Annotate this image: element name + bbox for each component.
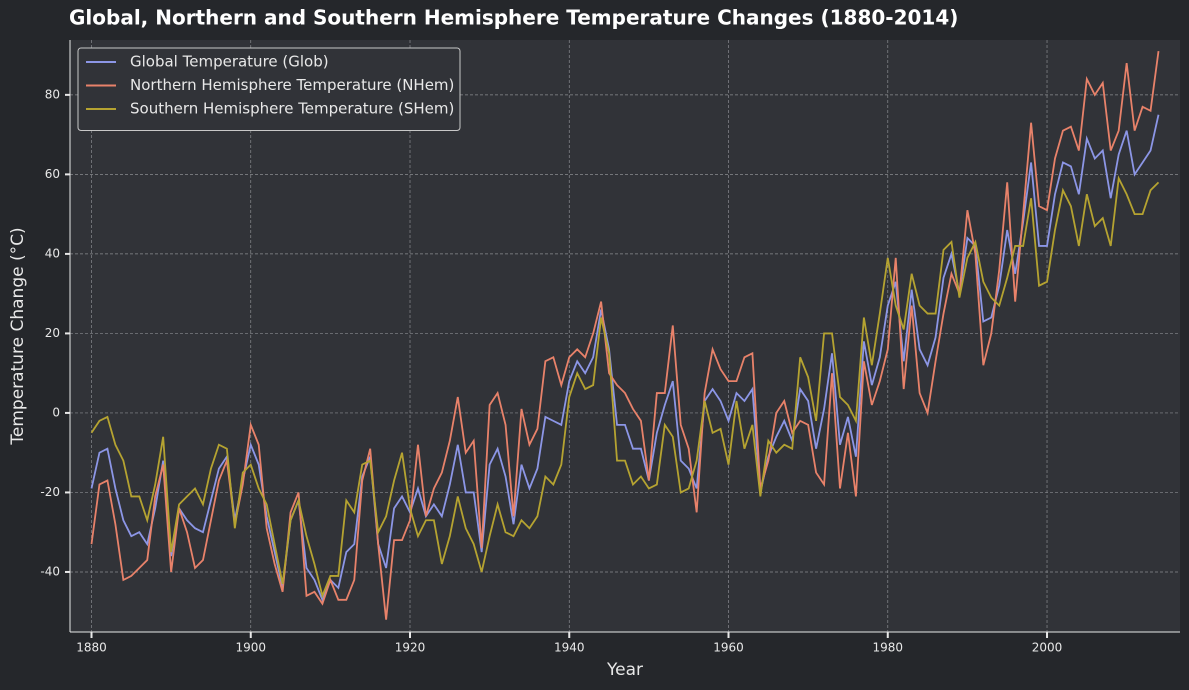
x-tick-label: 1980 [872, 641, 903, 655]
x-tick-label: 1880 [76, 641, 107, 655]
plot-area [70, 40, 1180, 632]
x-tick-label: 1960 [713, 641, 744, 655]
y-axis-label: Temperature Change (°C) [8, 227, 28, 445]
x-tick-label: 1900 [235, 641, 266, 655]
y-tick-label: 60 [45, 167, 60, 181]
y-tick-label: 80 [45, 87, 60, 101]
y-tick-label: 0 [52, 405, 60, 419]
x-tick-label: 2000 [1032, 641, 1063, 655]
y-tick-label: -40 [40, 564, 60, 578]
lines [90, 51, 1160, 620]
y-tick-label: -20 [40, 485, 60, 499]
legend: Global Temperature (Glob) Northern Hemisp… [77, 47, 461, 131]
chart-title: Global, Northern and Southern Hemisphere… [69, 6, 958, 30]
x-axis-label: Year [606, 660, 643, 680]
legend-label: Northern Hemisphere Temperature (NHem) [130, 76, 454, 94]
series-line [90, 114, 1160, 603]
series-line [90, 175, 1160, 599]
legend-label: Global Temperature (Glob) [130, 53, 329, 71]
series-line [90, 51, 1160, 620]
ticks: -40 -20 0 20 40 60 80 1880 1900 1920 1940 1960 1980 2… [40, 87, 1062, 654]
y-tick-label: 40 [45, 246, 60, 260]
grid [70, 40, 1180, 632]
y-tick-label: 20 [45, 326, 60, 340]
x-tick-label: 1940 [554, 641, 585, 655]
legend-label: Southern Hemisphere Temperature (SHem) [130, 100, 454, 118]
x-tick-label: 1920 [395, 641, 426, 655]
legend-box [77, 47, 461, 131]
